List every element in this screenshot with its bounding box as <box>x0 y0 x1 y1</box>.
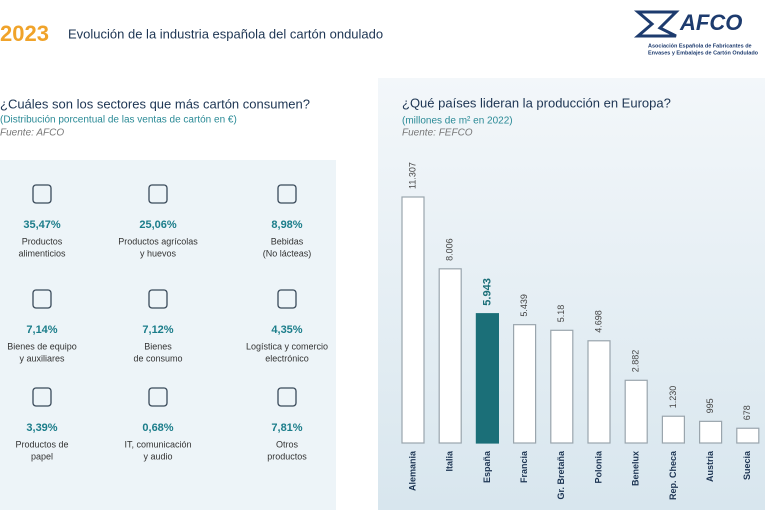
sector-label: Logística y comercio <box>246 341 328 351</box>
category-label: España <box>482 450 492 483</box>
value-label: 1.230 <box>668 386 678 409</box>
bar <box>661 415 686 444</box>
bar <box>736 427 760 444</box>
category-label: Italia <box>445 450 455 472</box>
sector-icon <box>148 289 168 309</box>
logo-line: Envases y Embalajes de Cartón Ondulado <box>648 50 759 56</box>
sector-label: y auxiliares <box>19 353 65 363</box>
category-label: Polonia <box>593 450 603 483</box>
year: 2023 <box>0 21 49 46</box>
bar <box>512 324 537 444</box>
sector-percent: 7,81% <box>271 422 302 434</box>
value-label: 995 <box>705 398 715 413</box>
sector-percent: 0,68% <box>142 422 173 434</box>
sector-label: Productos <box>22 236 63 246</box>
sector-label: papel <box>31 451 53 461</box>
sector-icon <box>148 184 168 204</box>
bar <box>698 420 723 444</box>
right-panel <box>378 78 765 510</box>
sector-label: (No lácteas) <box>263 248 312 258</box>
value-label: 678 <box>742 405 752 420</box>
sector-label: de consumo <box>133 353 182 363</box>
logo: AFCO Asociación Española de Fabricantes … <box>633 10 759 56</box>
logo-mark <box>633 10 680 38</box>
bar <box>475 313 499 444</box>
sector-icon <box>32 184 52 204</box>
value-label: 8.006 <box>445 238 455 261</box>
bar <box>401 196 425 444</box>
category-label: Alemania <box>407 450 417 491</box>
sectors-source: Fuente: AFCO <box>0 128 64 139</box>
sector-label: y audio <box>143 451 172 461</box>
sector-icon <box>277 184 297 204</box>
logo-text: AFCO <box>679 10 742 35</box>
left-panel <box>0 160 336 510</box>
category-label: Benelux <box>631 451 641 486</box>
sector-label: Bienes de equipo <box>7 341 77 351</box>
bar <box>550 329 574 444</box>
value-label: 4.698 <box>593 310 603 333</box>
value-label: 2.882 <box>631 350 641 373</box>
category-label: Francia <box>519 450 529 483</box>
category-label: Rep. Checa <box>668 450 678 500</box>
sectors-subtitle: (Distribución porcentual de las ventas d… <box>0 115 237 126</box>
value-label: 11.307 <box>407 162 417 189</box>
sector-label: IT, comunicación <box>124 439 191 449</box>
sector-label: alimenticios <box>18 248 66 258</box>
sector-percent: 35,47% <box>23 219 61 231</box>
sector-label: Otros <box>276 439 299 449</box>
category-label: Suecia <box>742 450 752 480</box>
category-label: Austria <box>705 450 715 482</box>
sector-percent: 25,06% <box>139 219 177 231</box>
sector-label: electrónico <box>265 353 309 363</box>
chart-title: ¿Qué países lideran la producción en Eur… <box>402 95 671 110</box>
sector-icon <box>277 387 297 407</box>
sector-percent: 7,12% <box>142 324 173 336</box>
sector-label: Bienes <box>144 341 172 351</box>
category-label: Gr. Bretaña <box>556 450 566 500</box>
sector-percent: 8,98% <box>271 219 302 231</box>
sector-label: Bebidas <box>271 236 304 246</box>
sector-label: productos <box>267 451 307 461</box>
sector-icon <box>32 387 52 407</box>
chart-source: Fuente: FEFCO <box>402 128 473 139</box>
header-title: Evolución de la industria española del c… <box>68 26 383 41</box>
sector-percent: 4,35% <box>271 324 302 336</box>
logo-line: Asociación Española de Fabricantes de <box>648 43 752 49</box>
sector-percent: 3,39% <box>26 422 57 434</box>
bar <box>438 268 462 444</box>
sector-label: y huevos <box>140 248 177 258</box>
sector-icon <box>277 289 297 309</box>
sector-icon <box>148 387 168 407</box>
sector-percent: 7,14% <box>26 324 57 336</box>
value-label: 5.439 <box>519 294 529 317</box>
bar <box>587 340 611 444</box>
sector-icon <box>32 289 52 309</box>
bar <box>624 379 648 444</box>
chart-subtitle: (millones de m² en 2022) <box>402 116 513 127</box>
value-label: 5.18 <box>556 305 566 323</box>
sectors-title: ¿Cuáles son los sectores que más cartón … <box>0 96 310 111</box>
sector-label: Productos de <box>15 439 68 449</box>
sector-label: Productos agrícolas <box>118 236 198 246</box>
value-label: 5.943 <box>481 278 493 306</box>
